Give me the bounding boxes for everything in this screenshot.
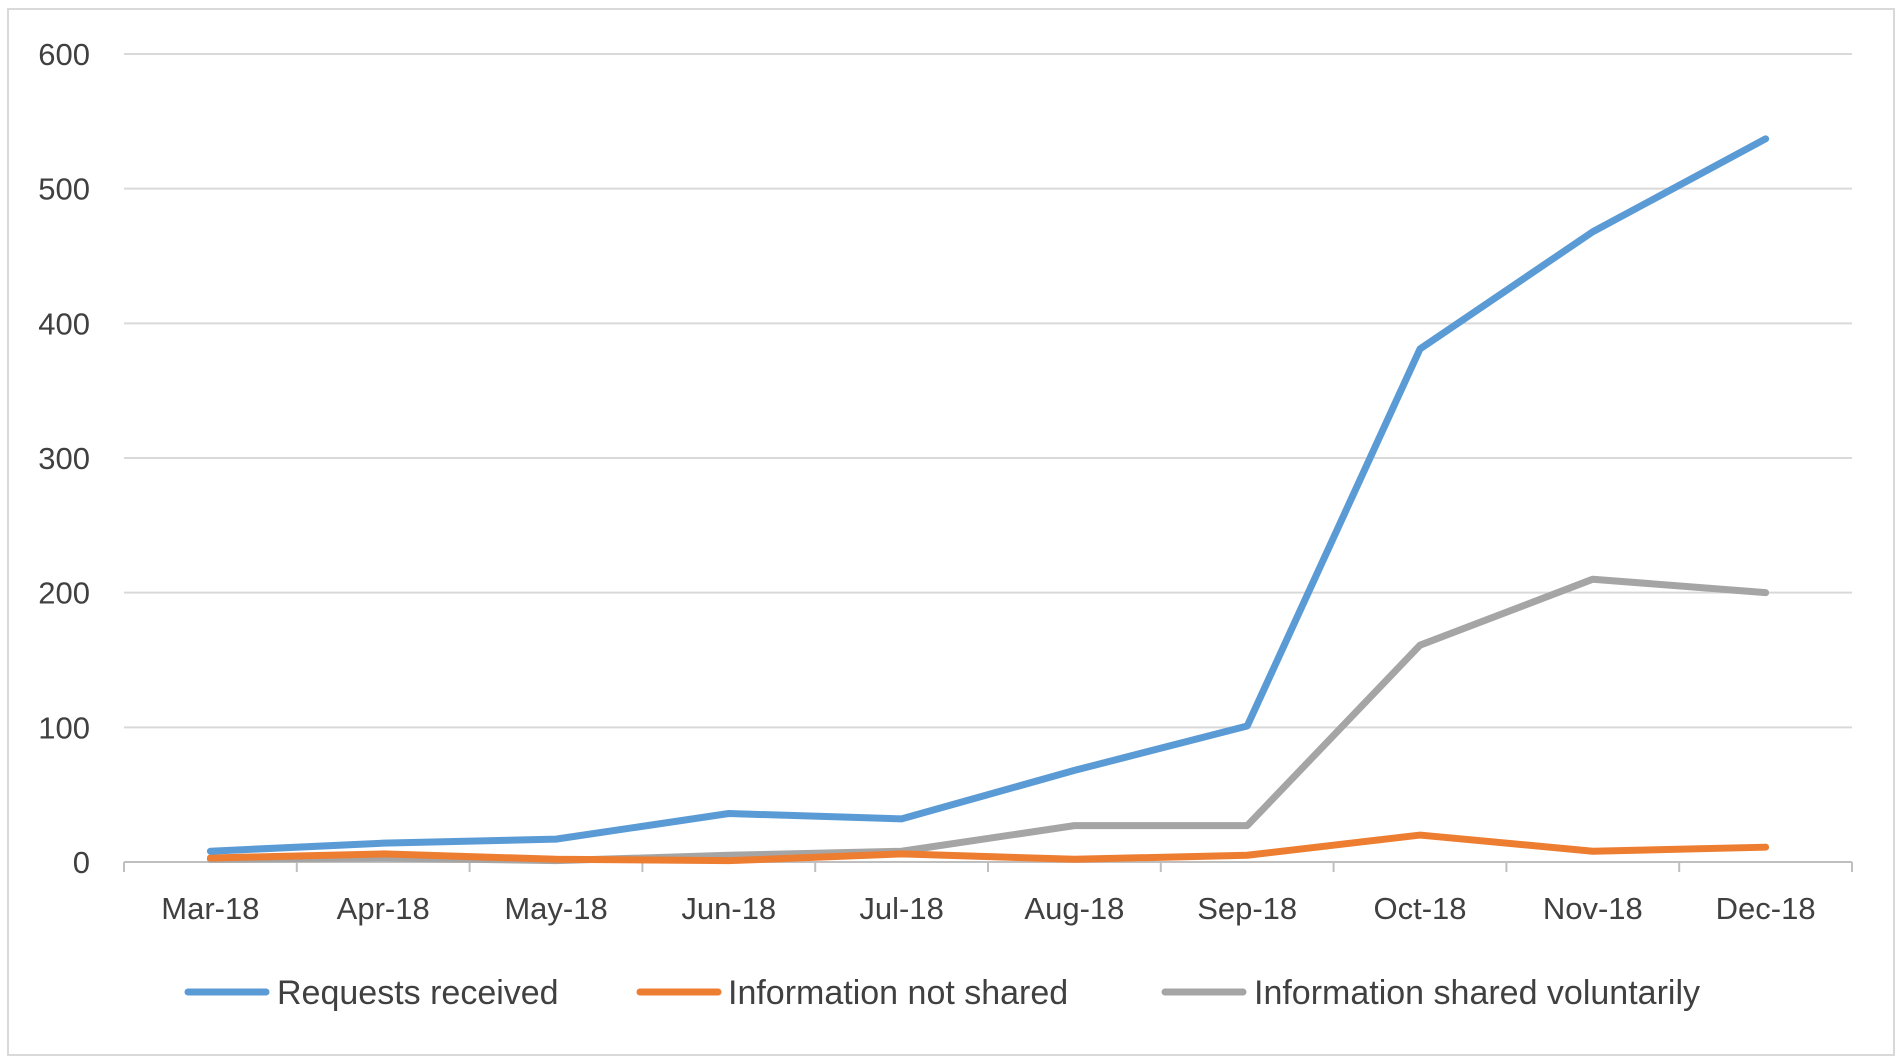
chart-frame bbox=[7, 8, 1895, 1056]
x-tick-label: Sep-18 bbox=[1197, 891, 1297, 926]
legend: Requests received Information not shared I… bbox=[184, 974, 1700, 1012]
x-tick-label: Jun-18 bbox=[681, 891, 776, 926]
gridlines bbox=[124, 53, 1852, 729]
series-line-0 bbox=[206, 135, 1770, 855]
x-axis: Mar-18 Apr-18 May-18 Jun-18 Jul-18 Aug-18 Sep-… bbox=[123, 861, 1853, 926]
legend-label-2: Information shared voluntarily bbox=[1254, 974, 1700, 1012]
x-tick-label: Dec-18 bbox=[1716, 891, 1816, 926]
x-tick-label: Mar-18 bbox=[161, 891, 259, 926]
legend-label-0: Requests received bbox=[277, 974, 559, 1012]
series-line-1 bbox=[206, 831, 1770, 865]
y-tick-label: 0 bbox=[73, 845, 90, 880]
series-lines bbox=[206, 135, 1770, 865]
legend-label-1: Information not shared bbox=[728, 974, 1068, 1012]
y-tick-label: 200 bbox=[38, 576, 90, 611]
x-tick-label: Jul-18 bbox=[859, 891, 943, 926]
y-tick-label: 100 bbox=[38, 710, 90, 745]
x-tick-label: Nov-18 bbox=[1543, 891, 1643, 926]
y-tick-label: 500 bbox=[38, 172, 90, 207]
y-tick-label: 600 bbox=[38, 37, 90, 72]
x-tick-label: Oct-18 bbox=[1373, 891, 1466, 926]
series-line-2 bbox=[206, 575, 1770, 865]
y-axis: 0 100 200 300 400 500 600 bbox=[38, 37, 90, 880]
x-tick-label: Aug-18 bbox=[1024, 891, 1124, 926]
x-tick-label: Apr-18 bbox=[337, 891, 430, 926]
y-tick-label: 300 bbox=[38, 441, 90, 476]
x-tick-label: May-18 bbox=[504, 891, 607, 926]
y-tick-label: 400 bbox=[38, 306, 90, 341]
